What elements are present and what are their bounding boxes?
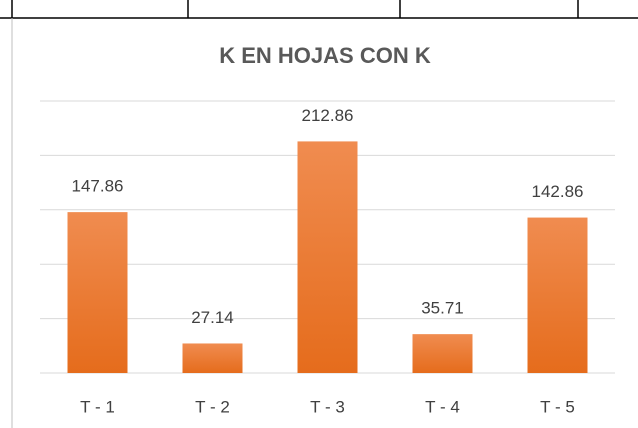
data-label: 147.86 <box>72 177 124 196</box>
data-label: 142.86 <box>532 182 584 201</box>
data-label: 212.86 <box>302 106 354 125</box>
data-label: 35.71 <box>421 299 464 318</box>
bar <box>67 212 128 373</box>
x-tick-label: T - 1 <box>80 397 115 416</box>
x-tick-label: T - 2 <box>195 397 230 416</box>
x-tick-label: T - 5 <box>540 397 575 416</box>
x-tick-label: T - 3 <box>310 397 345 416</box>
bar <box>182 343 243 373</box>
bar <box>412 334 473 373</box>
bar <box>297 141 358 373</box>
x-tick-label: T - 4 <box>425 397 460 416</box>
bar <box>527 217 588 373</box>
chart-title: K EN HOJAS CON K <box>219 43 431 68</box>
data-label: 27.14 <box>191 308 234 327</box>
